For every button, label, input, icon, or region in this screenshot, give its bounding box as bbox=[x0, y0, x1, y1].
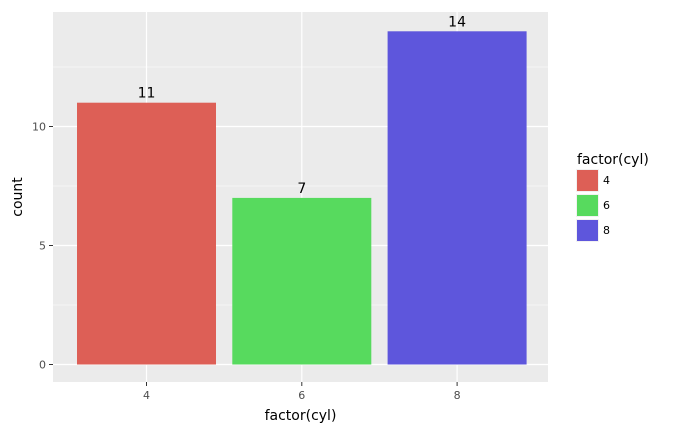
y-tick-label: 10 bbox=[32, 121, 46, 134]
legend: factor(cyl) 4 6 8 bbox=[576, 152, 649, 242]
bar-6 bbox=[232, 197, 372, 365]
legend-label-6: 6 bbox=[603, 199, 610, 212]
bar-4 bbox=[77, 102, 216, 365]
y-axis-title: count bbox=[10, 177, 26, 217]
data-label-4: 11 bbox=[138, 86, 156, 102]
y-axis: 0 5 10 bbox=[32, 121, 53, 372]
legend-title: factor(cyl) bbox=[577, 152, 649, 168]
y-tick-label: 5 bbox=[39, 240, 46, 253]
data-label-8: 14 bbox=[448, 14, 466, 30]
x-tick-label: 4 bbox=[143, 389, 150, 402]
x-axis-title: factor(cyl) bbox=[265, 408, 337, 424]
y-tick-label: 0 bbox=[39, 359, 46, 372]
legend-swatch-4 bbox=[577, 170, 598, 191]
legend-swatch-6 bbox=[577, 195, 598, 216]
bars bbox=[77, 31, 527, 365]
data-label-6: 7 bbox=[297, 181, 306, 197]
data-labels: 11 7 14 bbox=[138, 14, 467, 197]
x-tick-label: 6 bbox=[298, 389, 305, 402]
legend-label-8: 8 bbox=[603, 224, 610, 237]
x-tick-label: 8 bbox=[454, 389, 461, 402]
bar-8 bbox=[387, 31, 527, 365]
legend-swatch-8 bbox=[577, 220, 598, 241]
x-axis: 4 6 8 bbox=[143, 382, 461, 402]
legend-label-4: 4 bbox=[603, 174, 610, 187]
